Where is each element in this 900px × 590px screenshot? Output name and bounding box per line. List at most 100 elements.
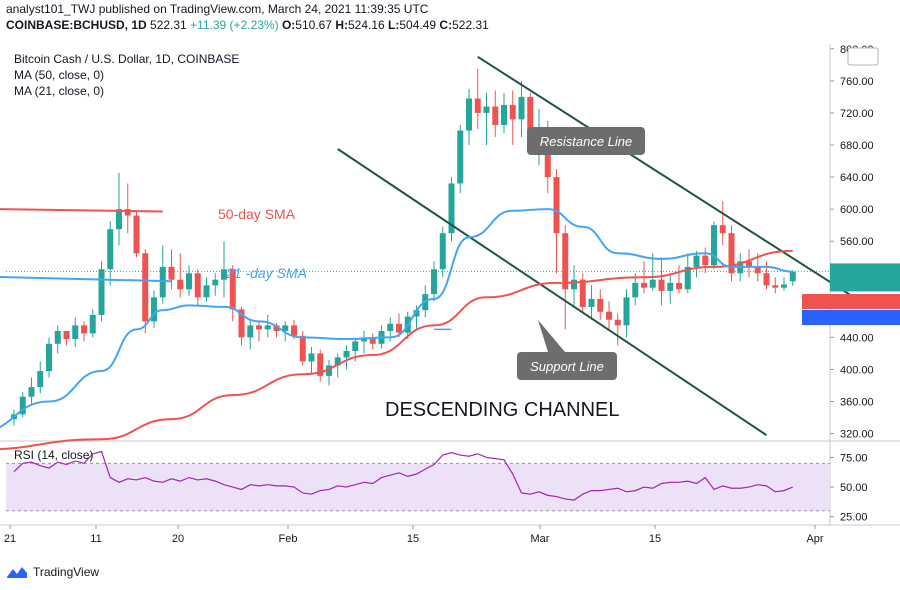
annotations: 50-day SMA 21 -day SMA Resistance Line Supp… xyxy=(4,44,875,545)
price-tick-label: 320.00 xyxy=(840,429,874,441)
rsi-tick-label: 25.00 xyxy=(840,512,868,524)
candle xyxy=(98,261,105,322)
ask-tag xyxy=(802,294,830,309)
candle-body xyxy=(229,269,236,310)
candle xyxy=(448,177,455,242)
candle xyxy=(177,253,184,298)
candle-body xyxy=(772,285,779,288)
candle xyxy=(439,226,446,278)
candle xyxy=(247,319,254,350)
candle-body xyxy=(509,104,516,120)
low-value: 504.49 xyxy=(399,18,437,32)
candle xyxy=(28,377,35,406)
time-tick-label: 15 xyxy=(407,533,419,545)
time-tick-label: 15 xyxy=(649,533,661,545)
candle-body xyxy=(107,229,114,270)
candle-body xyxy=(151,297,157,322)
publish-info: analyst101_TWJ published on TradingView.… xyxy=(6,2,429,16)
candle-body xyxy=(448,183,455,234)
candle-body xyxy=(352,341,359,352)
candle-body xyxy=(728,233,735,274)
bid-tag xyxy=(802,310,830,325)
candle xyxy=(711,221,717,270)
candle xyxy=(89,309,96,338)
candle-body xyxy=(159,266,166,298)
candle-body xyxy=(317,353,324,376)
close-value: 522.31 xyxy=(452,18,489,32)
candle xyxy=(772,277,779,294)
candle xyxy=(396,313,402,338)
price-tick-label: 720.00 xyxy=(840,108,874,120)
rsi-tick-label: 50.00 xyxy=(840,482,868,494)
time-tick-label: 11 xyxy=(90,533,101,545)
candle xyxy=(63,330,70,346)
candle-body xyxy=(256,325,262,330)
candle-body xyxy=(81,325,87,334)
candle-body xyxy=(439,233,446,270)
candle xyxy=(483,92,490,146)
candle xyxy=(186,265,192,296)
candle-body xyxy=(124,209,131,216)
candle-body xyxy=(299,335,306,362)
candle-body xyxy=(667,282,674,291)
candle-body xyxy=(54,330,61,344)
legend-ma21[interactable]: MA (21, close, 0) xyxy=(14,84,105,98)
resistance-callout-box xyxy=(527,127,645,155)
candle-body xyxy=(781,284,787,288)
candle xyxy=(606,301,612,330)
ma21-line xyxy=(0,208,793,429)
candle-body xyxy=(431,269,437,295)
candle xyxy=(632,273,639,306)
price-change: +11.39 (+2.23%) xyxy=(190,18,279,32)
candle xyxy=(684,253,691,294)
price-tick-label: 360.00 xyxy=(840,397,874,409)
candle-body xyxy=(19,396,26,415)
candle xyxy=(264,314,271,338)
rsi-label[interactable]: RSI (14, close) xyxy=(14,448,94,462)
candle xyxy=(46,337,52,378)
candle xyxy=(168,249,175,290)
channel-label: DESCENDING CHANNEL xyxy=(385,399,619,421)
candle xyxy=(116,173,122,246)
candle-body xyxy=(579,279,586,307)
candle xyxy=(509,90,516,146)
candle xyxy=(361,330,367,354)
candle-body xyxy=(116,209,122,230)
candle-body xyxy=(702,255,709,266)
candle xyxy=(597,289,604,320)
candle-body xyxy=(527,96,534,137)
candle-body xyxy=(789,271,796,282)
candle-body xyxy=(334,357,341,366)
candle xyxy=(466,88,472,146)
candle xyxy=(107,221,114,286)
legend-ma50[interactable]: MA (50, close, 0) xyxy=(14,68,105,82)
rsi-band-fill xyxy=(6,463,830,511)
candle xyxy=(789,270,796,287)
candle xyxy=(492,90,499,137)
candle-body xyxy=(553,177,560,234)
candle-body xyxy=(606,311,612,320)
candle xyxy=(518,80,525,137)
currency-box xyxy=(847,47,879,66)
sma21-annotation: 21 -day SMA xyxy=(225,265,307,281)
candle xyxy=(369,333,376,350)
candle xyxy=(151,290,157,328)
candle-body xyxy=(614,319,621,326)
candle-body xyxy=(37,371,44,388)
candle-body xyxy=(142,253,149,322)
footer-brand: TradingView xyxy=(33,565,100,579)
ma50-line xyxy=(0,249,793,451)
candle xyxy=(142,249,149,334)
candle-body xyxy=(746,261,752,267)
candle-body xyxy=(387,323,394,331)
candle-body xyxy=(518,96,525,120)
candle-body xyxy=(501,104,507,125)
time-tick-label: 20 xyxy=(172,533,184,545)
candle-body xyxy=(492,106,499,125)
price-chart[interactable]: 50-day SMA 21 -day SMA Resistance Line Supp… xyxy=(0,0,900,560)
rsi-band xyxy=(6,462,830,512)
candle xyxy=(501,92,507,133)
time-tick-label: Feb xyxy=(279,533,298,545)
sma50-annotation: 50-day SMA xyxy=(218,206,296,222)
candle xyxy=(746,249,752,278)
